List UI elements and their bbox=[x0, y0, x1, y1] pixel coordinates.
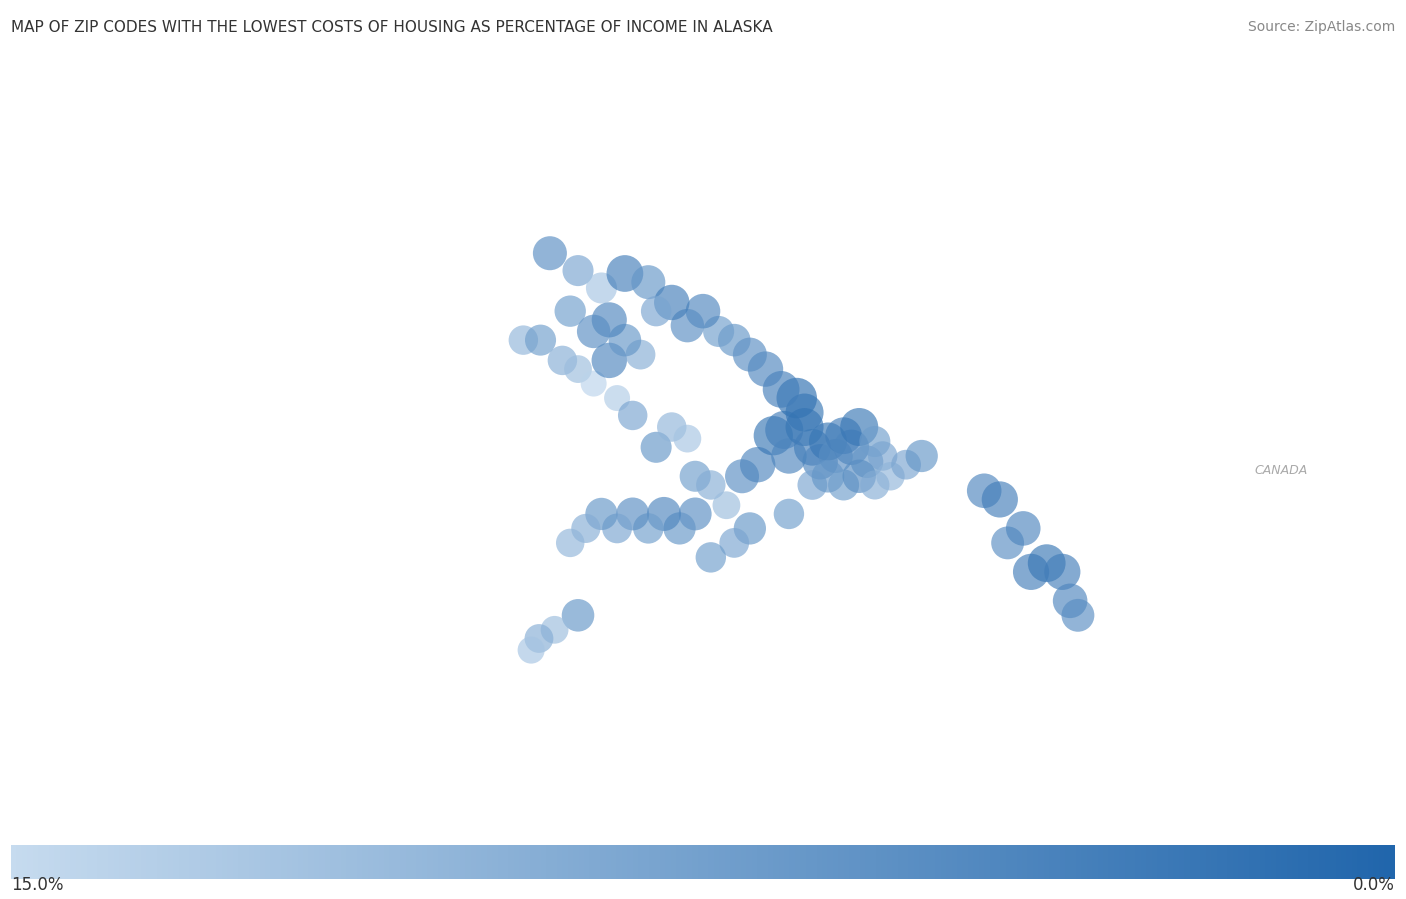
Point bbox=[551, 353, 574, 368]
Point bbox=[738, 521, 761, 536]
Point bbox=[894, 458, 917, 472]
Text: CANADA: CANADA bbox=[1254, 464, 1308, 477]
Point bbox=[591, 507, 613, 521]
Point bbox=[613, 333, 636, 347]
Point bbox=[630, 347, 652, 361]
Point bbox=[683, 469, 706, 484]
Point bbox=[567, 263, 589, 278]
Point bbox=[778, 507, 800, 521]
Point bbox=[879, 469, 901, 484]
Point bbox=[527, 631, 550, 645]
Point bbox=[754, 362, 776, 377]
Point bbox=[1019, 565, 1042, 579]
Point bbox=[778, 449, 800, 463]
Point bbox=[676, 432, 699, 446]
Point bbox=[683, 507, 706, 521]
Point bbox=[529, 333, 551, 347]
Point bbox=[817, 434, 839, 449]
Point bbox=[793, 420, 815, 434]
Point bbox=[567, 608, 589, 622]
Point bbox=[808, 455, 831, 469]
Point bbox=[538, 246, 561, 261]
Point bbox=[582, 377, 605, 391]
Point bbox=[591, 280, 613, 295]
Point bbox=[598, 313, 620, 327]
Point bbox=[817, 469, 839, 484]
Point bbox=[863, 434, 886, 449]
Point bbox=[1067, 608, 1090, 622]
Point bbox=[832, 477, 855, 492]
Point bbox=[793, 405, 815, 420]
Point bbox=[731, 469, 754, 484]
Point bbox=[1012, 521, 1035, 536]
Point bbox=[832, 429, 855, 443]
Point bbox=[645, 304, 668, 318]
Point bbox=[560, 304, 582, 318]
Point bbox=[973, 484, 995, 498]
Text: Source: ZipAtlas.com: Source: ZipAtlas.com bbox=[1247, 20, 1395, 34]
Point bbox=[824, 449, 846, 463]
Point bbox=[1052, 565, 1074, 579]
Point bbox=[700, 477, 723, 492]
Point bbox=[801, 477, 824, 492]
Point bbox=[661, 295, 683, 309]
Point bbox=[567, 362, 589, 377]
Point bbox=[786, 391, 808, 405]
Point bbox=[512, 333, 534, 347]
Point bbox=[560, 536, 582, 550]
Point bbox=[582, 325, 605, 339]
Point bbox=[606, 391, 628, 405]
Point bbox=[988, 493, 1011, 507]
Point bbox=[747, 458, 769, 472]
Point bbox=[520, 643, 543, 657]
Point bbox=[621, 507, 644, 521]
Point bbox=[773, 423, 796, 437]
Point bbox=[738, 347, 761, 361]
Text: 0.0%: 0.0% bbox=[1353, 876, 1395, 894]
Point bbox=[716, 498, 738, 512]
Point bbox=[637, 275, 659, 289]
Point bbox=[872, 449, 894, 463]
Point bbox=[652, 507, 675, 521]
Point bbox=[668, 521, 690, 536]
Point bbox=[856, 455, 879, 469]
Point bbox=[700, 550, 723, 565]
Point bbox=[911, 449, 934, 463]
Point bbox=[645, 441, 668, 455]
Text: 15.0%: 15.0% bbox=[11, 876, 63, 894]
Point bbox=[997, 536, 1019, 550]
Point bbox=[1059, 593, 1081, 608]
Point bbox=[863, 477, 886, 492]
Point bbox=[676, 318, 699, 333]
Point bbox=[637, 521, 659, 536]
Point bbox=[606, 521, 628, 536]
Text: MAP OF ZIP CODES WITH THE LOWEST COSTS OF HOUSING AS PERCENTAGE OF INCOME IN ALA: MAP OF ZIP CODES WITH THE LOWEST COSTS O… bbox=[11, 20, 773, 35]
Point bbox=[598, 353, 620, 368]
Point bbox=[801, 441, 824, 455]
Point bbox=[723, 536, 745, 550]
Point bbox=[661, 420, 683, 434]
Point bbox=[848, 469, 870, 484]
Point bbox=[543, 623, 565, 637]
Point bbox=[848, 420, 870, 434]
Point bbox=[575, 521, 598, 536]
Point bbox=[770, 382, 793, 396]
Point bbox=[621, 408, 644, 423]
Point bbox=[692, 304, 714, 318]
Point bbox=[707, 325, 730, 339]
Point bbox=[613, 266, 636, 280]
Point bbox=[1035, 556, 1057, 570]
Point bbox=[841, 441, 863, 455]
Point bbox=[762, 429, 785, 443]
Point bbox=[723, 333, 745, 347]
